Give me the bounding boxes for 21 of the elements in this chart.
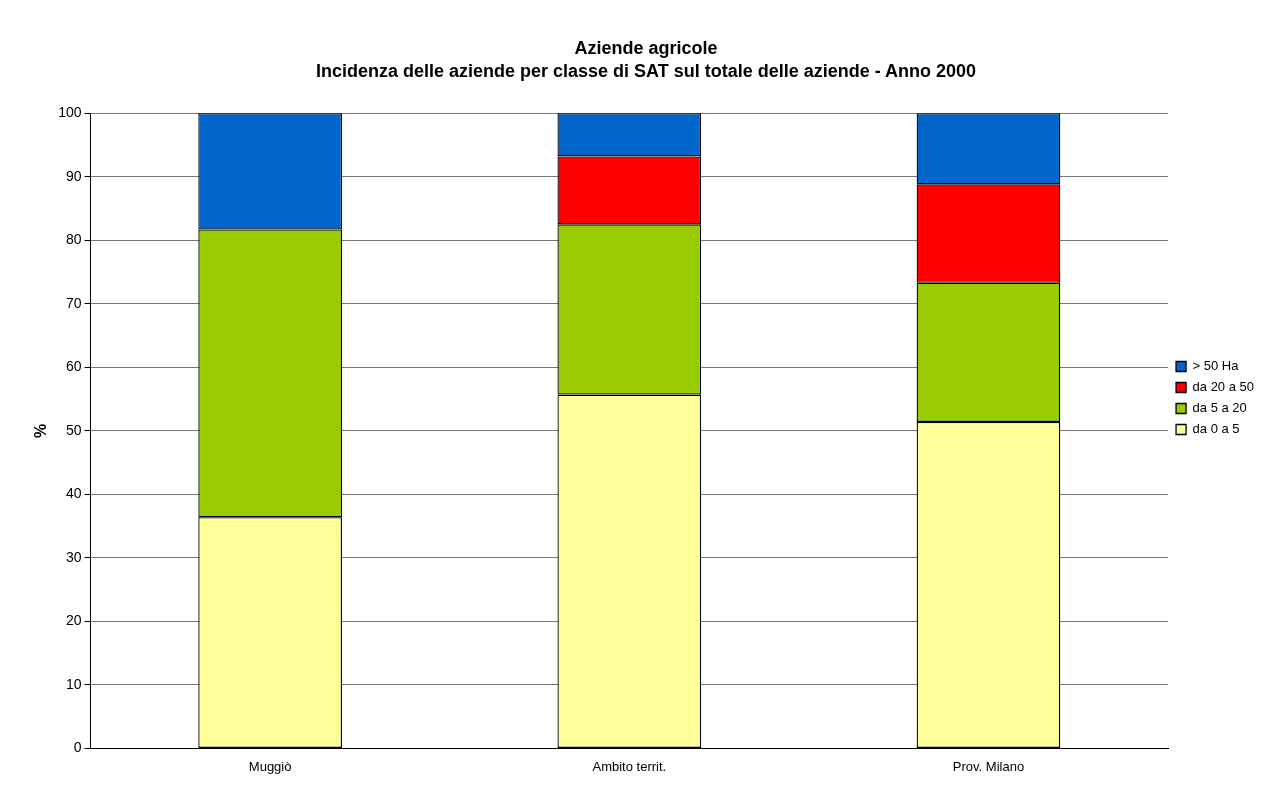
legend-label: da 5 a 20 — [1192, 400, 1247, 416]
chart-title: Aziende agricole — [574, 37, 718, 58]
y-tick-label: 20 — [65, 612, 82, 629]
y-tick-label: 100 — [58, 104, 82, 121]
x-tick-label: Muggiò — [248, 758, 292, 774]
y-tick-label: 0 — [73, 739, 82, 756]
y-tick-label: 30 — [65, 548, 82, 565]
y-tick-label: 60 — [65, 358, 82, 375]
y-tick-label: 50 — [65, 421, 82, 438]
chart-subtitle: Incidenza delle aziende per classe di SAT sul totale delle aziende - Anno 2000 — [315, 61, 977, 82]
y-tick-label: 40 — [65, 485, 82, 502]
x-tick-label: Ambito territ. — [592, 758, 667, 774]
legend-label: da 20 a 50 — [1192, 379, 1255, 395]
y-tick-label: 10 — [65, 675, 82, 692]
y-tick-label: 80 — [65, 231, 82, 248]
y-tick-label: 90 — [65, 167, 82, 184]
x-tick-label: Prov. Milano — [952, 758, 1025, 774]
legend-label: da 0 a 5 — [1192, 421, 1240, 437]
legend-label: > 50 Ha — [1192, 358, 1240, 374]
y-tick-label: 70 — [65, 294, 82, 311]
y-axis-title: % — [32, 423, 50, 438]
